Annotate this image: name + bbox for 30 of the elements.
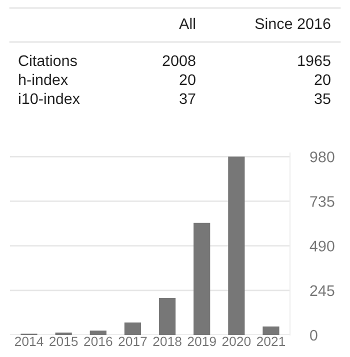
x-tick-label: 2014 — [15, 336, 44, 346]
text: 37 — [180, 93, 196, 104]
text: 1965 — [298, 55, 330, 66]
y-tick-label: 0 — [310, 330, 318, 341]
text: 35 — [314, 93, 330, 104]
text: 2008 — [162, 55, 196, 66]
bar — [90, 330, 106, 335]
text: All — [179, 18, 195, 29]
y-tick-label: 245 — [310, 285, 334, 296]
x-tick-label: 2019 — [188, 336, 216, 346]
x-tick-label: 2017 — [118, 336, 147, 346]
text: 20 — [314, 74, 330, 86]
bar — [262, 326, 280, 335]
y-tick-label: 980 — [310, 152, 334, 162]
text: h-index — [19, 74, 68, 86]
bar — [158, 298, 176, 335]
bar — [228, 156, 245, 335]
y-tick-label: 735 — [310, 196, 334, 207]
y-tick-label: 490 — [310, 240, 334, 252]
x-tick-label: 2021 — [256, 336, 286, 346]
text: 20 — [180, 74, 196, 86]
text: i10-index — [19, 92, 80, 104]
x-tick-label: 2020 — [222, 336, 251, 346]
x-tick-label: 2018 — [153, 336, 182, 346]
x-tick-label: 2015 — [50, 336, 78, 346]
x-tick-label: 2016 — [84, 336, 112, 346]
bar — [194, 222, 210, 335]
text: Citations — [18, 54, 77, 66]
bar — [124, 322, 142, 335]
text: Since 2016 — [255, 18, 330, 30]
